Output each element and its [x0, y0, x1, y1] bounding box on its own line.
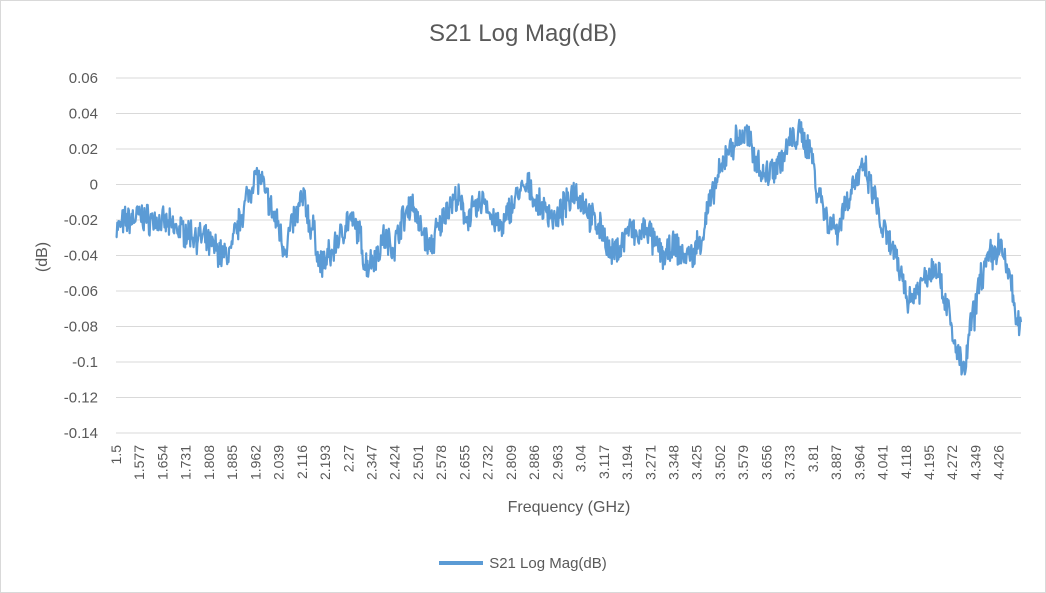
x-tick-label: 1.654 [154, 445, 170, 480]
x-tick-label: 3.656 [758, 445, 774, 480]
y-tick-label: -0.02 [64, 212, 98, 229]
y-axis-ticks: 0.06 0.04 0.02 0 -0.02 -0.04 -0.06 -0.08 -0.1 -0.… [64, 70, 98, 442]
x-tick-label: 2.501 [410, 445, 426, 480]
x-tick-label: 4.118 [898, 445, 914, 479]
x-tick-label: 1.885 [224, 445, 240, 480]
legend-swatch [439, 561, 484, 565]
x-tick-label: 3.502 [712, 445, 728, 480]
y-tick-label: -0.1 [72, 354, 98, 371]
x-tick-label: 4.041 [875, 445, 891, 480]
x-tick-label: 1.577 [131, 445, 147, 480]
x-axis-ticks: 1.5 1.577 1.654 1.731 1.808 1.885 1.962 2.039 2.… [108, 445, 1007, 480]
x-tick-label: 2.27 [340, 445, 356, 472]
x-tick-label: 2.809 [503, 445, 519, 480]
x-tick-label: 3.271 [642, 445, 658, 480]
x-tick-label: 3.348 [665, 445, 681, 480]
y-tick-label: 0 [90, 177, 98, 194]
y-tick-label: 0.02 [69, 141, 98, 158]
y-axis-label: (dB) [34, 242, 51, 272]
y-tick-label: -0.12 [64, 390, 98, 407]
x-tick-label: 2.655 [456, 445, 472, 480]
x-tick-label: 2.347 [364, 445, 380, 480]
x-axis-label: Frequency (GHz) [508, 499, 631, 516]
x-tick-label: 3.117 [596, 445, 612, 479]
series-layer [115, 118, 1023, 376]
x-tick-label: 1.962 [247, 445, 263, 480]
x-tick-label: 2.963 [549, 445, 565, 480]
y-tick-label: -0.08 [64, 319, 98, 336]
gridlines [116, 77, 1021, 434]
x-tick-label: 1.808 [201, 445, 217, 480]
x-tick-label: 3.964 [851, 445, 867, 480]
x-tick-label: 3.733 [782, 445, 798, 480]
legend: S21 Log Mag(dB) [0, 552, 1046, 572]
x-tick-label: 4.349 [967, 445, 983, 480]
x-tick-label: 3.579 [735, 445, 751, 480]
y-tick-label: -0.06 [64, 283, 98, 300]
x-tick-label: 4.272 [944, 445, 960, 480]
x-tick-label: 4.195 [921, 445, 937, 480]
x-tick-label: 2.578 [433, 445, 449, 480]
x-tick-label: 2.886 [526, 445, 542, 480]
legend-label: S21 Log Mag(dB) [489, 554, 607, 572]
x-tick-label: 3.04 [573, 445, 589, 472]
y-tick-label: -0.14 [64, 425, 98, 442]
y-tick-label: 0.06 [69, 70, 98, 87]
legend-item: S21 Log Mag(dB) [439, 555, 607, 572]
x-tick-label: 3.887 [828, 445, 844, 480]
y-tick-label: 0.04 [69, 106, 98, 123]
x-tick-label: 2.116 [294, 445, 310, 479]
x-tick-label: 1.5 [108, 445, 124, 465]
x-tick-label: 4.426 [991, 445, 1007, 480]
x-tick-label: 2.732 [480, 445, 496, 480]
x-tick-label: 3.81 [805, 445, 821, 472]
y-tick-label: -0.04 [64, 248, 98, 265]
x-tick-label: 3.425 [689, 445, 705, 480]
x-tick-label: 3.194 [619, 445, 635, 480]
chart-title: S21 Log Mag(dB) [428, 20, 618, 47]
x-tick-label: 1.731 [178, 445, 194, 480]
x-tick-label: 2.039 [271, 445, 287, 480]
x-tick-label: 2.424 [387, 445, 403, 480]
x-tick-label: 2.193 [317, 445, 333, 480]
series-line [115, 118, 1023, 376]
